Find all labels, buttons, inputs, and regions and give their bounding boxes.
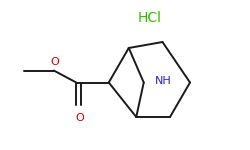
Text: HCl: HCl [138,11,162,25]
Text: NH: NH [155,76,172,86]
Text: O: O [50,57,59,67]
Text: O: O [76,113,84,123]
